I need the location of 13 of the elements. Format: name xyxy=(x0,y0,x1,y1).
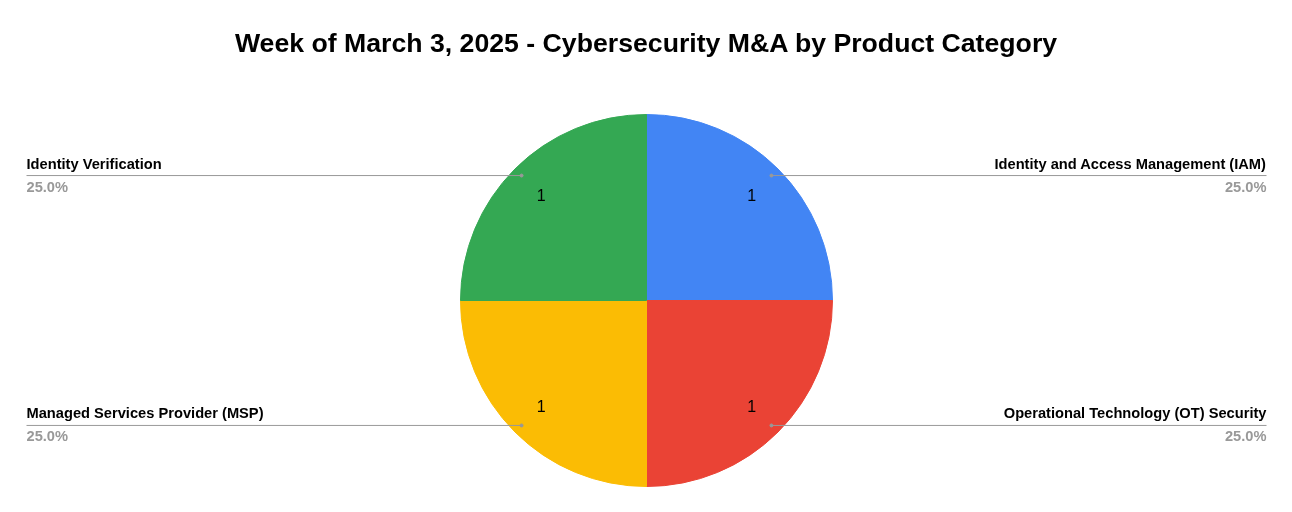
slice-label: Identity and Access Management (IAM) xyxy=(994,155,1267,172)
data-label: 25.0% xyxy=(26,178,69,195)
text: 1 xyxy=(536,397,546,415)
data-label: 25.0% xyxy=(1224,428,1267,445)
text: 1 xyxy=(747,187,757,205)
slice-label: Operational Technology (OT) Security xyxy=(1003,405,1268,422)
text: 1 xyxy=(536,187,546,205)
slice-label: Identity Verification xyxy=(26,155,162,172)
data-label: 25.0% xyxy=(26,428,69,445)
text: 1 xyxy=(747,397,757,415)
data-label: 25.0% xyxy=(1224,178,1267,195)
chart-title: Week of March 3, 2025 - Cybersecurity M&A by Product Category xyxy=(234,27,1058,58)
slice-label: Managed Services Provider (MSP) xyxy=(26,405,264,422)
